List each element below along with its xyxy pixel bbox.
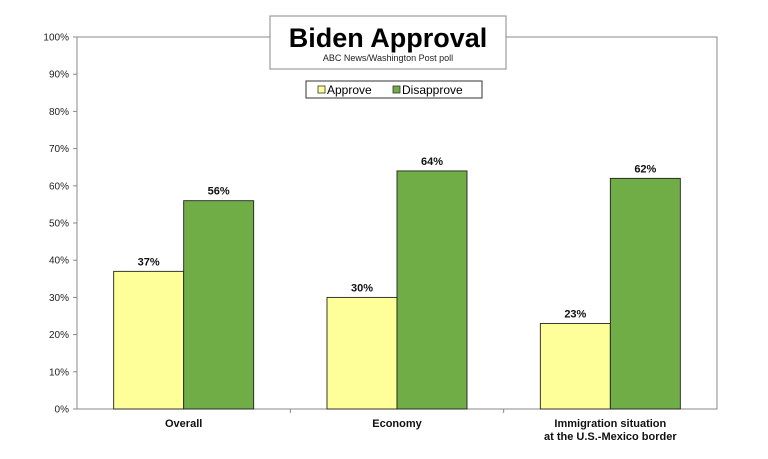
data-label-disapprove-2: 62%	[634, 163, 656, 175]
legend-label-disapprove: Disapprove	[402, 83, 463, 97]
y-axis: 0% 10% 20% 30% 40% 50% 60% 70% 80% 90% 100%	[43, 33, 77, 416]
legend-label-approve: Approve	[327, 83, 372, 97]
y-tick-label: 90%	[49, 70, 69, 81]
category-label: Overall	[165, 418, 202, 430]
chart-title: Biden Approval	[289, 23, 488, 53]
y-tick-label: 80%	[49, 107, 69, 118]
bar-approve-2	[539, 322, 611, 410]
bar-disapprove-2	[609, 177, 681, 410]
bar-approve-0	[113, 270, 185, 410]
chart-subtitle: ABC News/Washington Post poll	[323, 53, 453, 63]
y-tick-label: 0%	[55, 405, 70, 416]
title-box-frame	[269, 15, 507, 70]
y-tick-label: 10%	[49, 367, 69, 378]
category-label: Immigration situation	[554, 418, 666, 430]
bars-group	[113, 170, 681, 410]
bar-disapprove-0	[183, 200, 255, 410]
data-labels-group: 37% 56% 30% 64% 23% 62%	[138, 156, 657, 321]
y-tick-label: 20%	[49, 330, 69, 341]
data-label-disapprove-0: 56%	[208, 186, 230, 198]
y-tick-label: 60%	[49, 181, 69, 192]
bar-approve-1	[326, 296, 398, 410]
y-tick-label: 100%	[43, 33, 69, 44]
data-label-approve-2: 23%	[564, 308, 586, 320]
title-box: Biden Approval ABC News/Washington Post …	[269, 15, 507, 70]
category-label: Economy	[372, 418, 422, 430]
legend-swatch-approve	[317, 85, 326, 94]
data-label-disapprove-1: 64%	[421, 156, 443, 168]
y-tick-label: 30%	[49, 293, 69, 304]
y-tick-label: 70%	[49, 144, 69, 155]
y-tick-label: 50%	[49, 219, 69, 230]
legend: Approve Disapprove	[305, 80, 483, 99]
bar-disapprove-1	[396, 170, 468, 410]
y-tick-label: 40%	[49, 256, 69, 267]
data-label-approve-1: 30%	[351, 282, 373, 294]
legend-swatch-disapprove	[392, 85, 401, 94]
category-label: at the U.S.-Mexico border	[544, 431, 677, 443]
data-label-approve-0: 37%	[138, 256, 160, 268]
